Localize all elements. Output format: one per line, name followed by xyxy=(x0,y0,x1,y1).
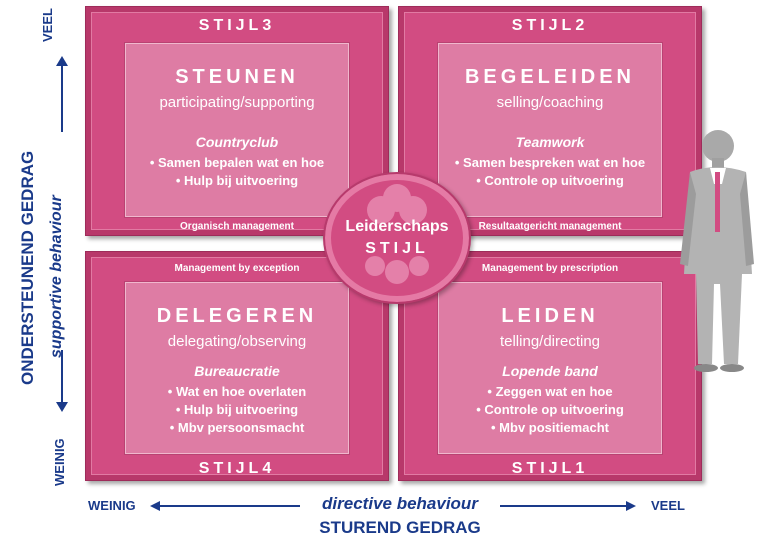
center-circle: Leiderschaps STIJL xyxy=(323,172,471,304)
style-title: BEGELEIDEN xyxy=(464,66,636,88)
style-subtitle: telling/directing xyxy=(499,333,601,350)
center-subtitle: STIJL xyxy=(365,240,429,257)
style-subtitle: delegating/observing xyxy=(167,333,307,350)
style-subtitle: participating/supporting xyxy=(159,94,315,111)
bullet-item: • Controle op uitvoering xyxy=(476,173,624,188)
bullet-list: • Samen bepalen wat en hoe • Hulp bij ui… xyxy=(126,154,348,190)
clover-watermark-icon xyxy=(365,184,429,284)
bullet-item: • Controle op uitvoering xyxy=(476,402,624,417)
y-axis-up-arrowhead xyxy=(56,56,68,66)
style-name: Countryclub xyxy=(195,134,279,150)
y-axis-high-label: VEEL xyxy=(40,8,55,42)
style-box: DELEGEREN delegating/observing Bureaucra… xyxy=(125,282,349,454)
management-label: Management by exception xyxy=(174,263,300,274)
bullet-item: • Mbv persoonsmacht xyxy=(169,420,305,435)
management-label: Organisch management xyxy=(180,221,294,232)
management-label: Resultaatgericht management xyxy=(478,221,622,232)
stijl-label: STIJL4 xyxy=(198,460,276,477)
y-axis-up-arrow xyxy=(61,62,63,132)
bullet-item: • Hulp bij uitvoering xyxy=(175,402,299,417)
style-box: STEUNEN participating/supporting Country… xyxy=(125,43,349,217)
x-axis-left-arrowhead xyxy=(150,501,160,511)
bullet-item: • Mbv positiemacht xyxy=(491,420,609,435)
x-axis-subtitle: directive behaviour xyxy=(322,494,478,513)
bullet-list: • Samen bespreken wat en hoe • Controle … xyxy=(439,154,661,190)
stijl-label: STIJL1 xyxy=(511,460,589,477)
bullet-list: • Wat en hoe overlaten • Hulp bij uitvoe… xyxy=(126,383,348,437)
y-axis-low-label: WEINIG xyxy=(52,438,67,486)
y-axis-down-arrow xyxy=(61,350,63,405)
bullet-item: • Samen bepalen wat en hoe xyxy=(149,155,325,170)
quadrant-stijl1: Management by prescription LEIDEN tellin… xyxy=(398,251,702,481)
style-name: Teamwork xyxy=(515,134,585,150)
y-axis-title: ONDERSTEUNEND GEDRAG xyxy=(18,150,37,385)
style-name: Bureaucratie xyxy=(194,363,280,379)
style-title: LEIDEN xyxy=(501,305,599,327)
style-subtitle: selling/coaching xyxy=(496,94,604,111)
x-axis-high-label: VEEL xyxy=(651,498,685,513)
x-axis-title: STUREND GEDRAG xyxy=(319,518,481,537)
style-box: BEGELEIDEN selling/coaching Teamwork • S… xyxy=(438,43,662,217)
x-axis-low-label: WEINIG xyxy=(88,498,136,513)
management-label: Management by prescription xyxy=(481,263,619,274)
x-axis-left-line xyxy=(158,505,300,507)
businessman-icon xyxy=(680,130,754,372)
stijl-label: STIJL2 xyxy=(511,17,589,34)
style-name: Lopende band xyxy=(502,363,598,379)
bullet-item: • Zeggen wat en hoe xyxy=(487,384,613,399)
style-box: LEIDEN telling/directing Lopende band • … xyxy=(438,282,662,454)
stijl-label: STIJL3 xyxy=(198,17,276,34)
center-title: Leiderschaps xyxy=(345,218,449,235)
x-axis-right-line xyxy=(500,505,628,507)
style-title: DELEGEREN xyxy=(156,305,318,327)
bullet-list: • Zeggen wat en hoe • Controle op uitvoe… xyxy=(439,383,661,437)
bullet-item: • Wat en hoe overlaten xyxy=(167,384,307,399)
y-axis-subtitle: supportive behaviour xyxy=(48,195,65,358)
style-title: STEUNEN xyxy=(175,66,299,88)
quadrant-stijl4: Management by exception DELEGEREN delega… xyxy=(85,251,389,481)
y-axis-down-arrowhead xyxy=(56,402,68,412)
bullet-item: • Hulp bij uitvoering xyxy=(175,173,299,188)
bullet-item: • Samen bespreken wat en hoe xyxy=(454,155,646,170)
x-axis-right-arrowhead xyxy=(626,501,636,511)
